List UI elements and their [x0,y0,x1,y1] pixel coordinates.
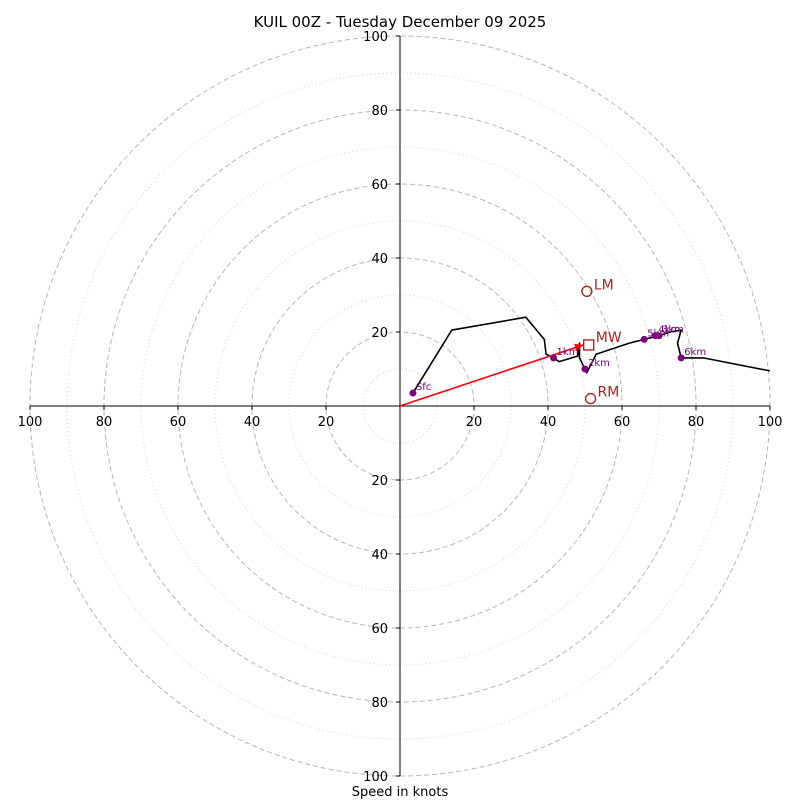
height-marker-label: 6km [684,347,706,358]
left-mover-marker [581,285,593,297]
height-marker-label: 1km [557,347,579,358]
y-tick-label: 100 [363,30,388,45]
y-tick-label: 80 [371,104,388,119]
left-mover-label: LM [594,277,614,293]
hodograph-line [412,316,771,394]
y-tick-label: 20 [371,326,388,341]
x-tick-label: 100 [758,415,783,430]
mean-wind-label: MW [596,330,622,346]
height-marker-label: 4km [658,325,680,336]
x-tick-label: 80 [96,415,113,430]
height-marker-point [409,389,417,397]
height-marker-label: Sfc [416,382,431,393]
y-tick-label: 40 [371,252,388,267]
height-marker-point [550,354,558,362]
y-tick-label: 100 [363,770,388,785]
height-marker-point [640,335,648,343]
mean-wind-marker [583,339,595,351]
x-tick-label: 20 [318,415,335,430]
y-tick-label: 20 [371,474,388,489]
height-marker-point [677,354,685,362]
height-marker-point [581,365,589,373]
height-marker-label: 3km [662,325,684,336]
right-mover-label: RM [598,385,620,401]
x-tick-label: 40 [540,415,557,430]
height-marker-point [651,332,659,340]
x-tick-label: 20 [466,415,483,430]
shear-vector-arrowhead [574,343,584,352]
x-tick-label: 80 [688,415,705,430]
x-axis-label: Speed in knots [352,785,449,800]
y-tick-label: 40 [371,548,388,563]
x-tick-label: 40 [244,415,261,430]
chart-title: KUIL 00Z - Tuesday December 09 2025 [254,13,547,31]
x-tick-label: 60 [614,415,631,430]
x-tick-label: 100 [18,415,43,430]
height-marker-label: 2km [588,358,610,369]
y-tick-label: 80 [371,696,388,711]
x-tick-label: 60 [170,415,187,430]
y-tick-label: 60 [371,178,388,193]
y-tick-label: 60 [371,622,388,637]
height-marker-label: 5km [647,328,669,339]
right-mover-marker [584,392,597,405]
storm-motion: LM RM MW [581,277,622,405]
tick-labels: 100 80 60 40 20 20 40 60 80 100 100 80 60 40 20 20 40 60 8… [18,30,783,785]
